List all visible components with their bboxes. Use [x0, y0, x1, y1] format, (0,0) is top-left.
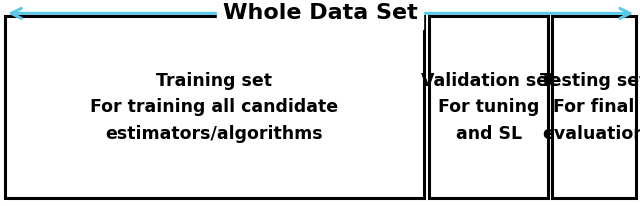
Text: Testing set
For final
evaluation: Testing set For final evaluation: [540, 72, 640, 143]
FancyBboxPatch shape: [552, 16, 636, 198]
Text: Training set
For training all candidate
estimators/algorithms: Training set For training all candidate …: [90, 72, 339, 143]
Text: Whole Data Set: Whole Data Set: [223, 3, 417, 23]
Text: Validation set
For tuning
and SL: Validation set For tuning and SL: [421, 72, 556, 143]
FancyBboxPatch shape: [5, 16, 424, 198]
FancyBboxPatch shape: [429, 16, 548, 198]
